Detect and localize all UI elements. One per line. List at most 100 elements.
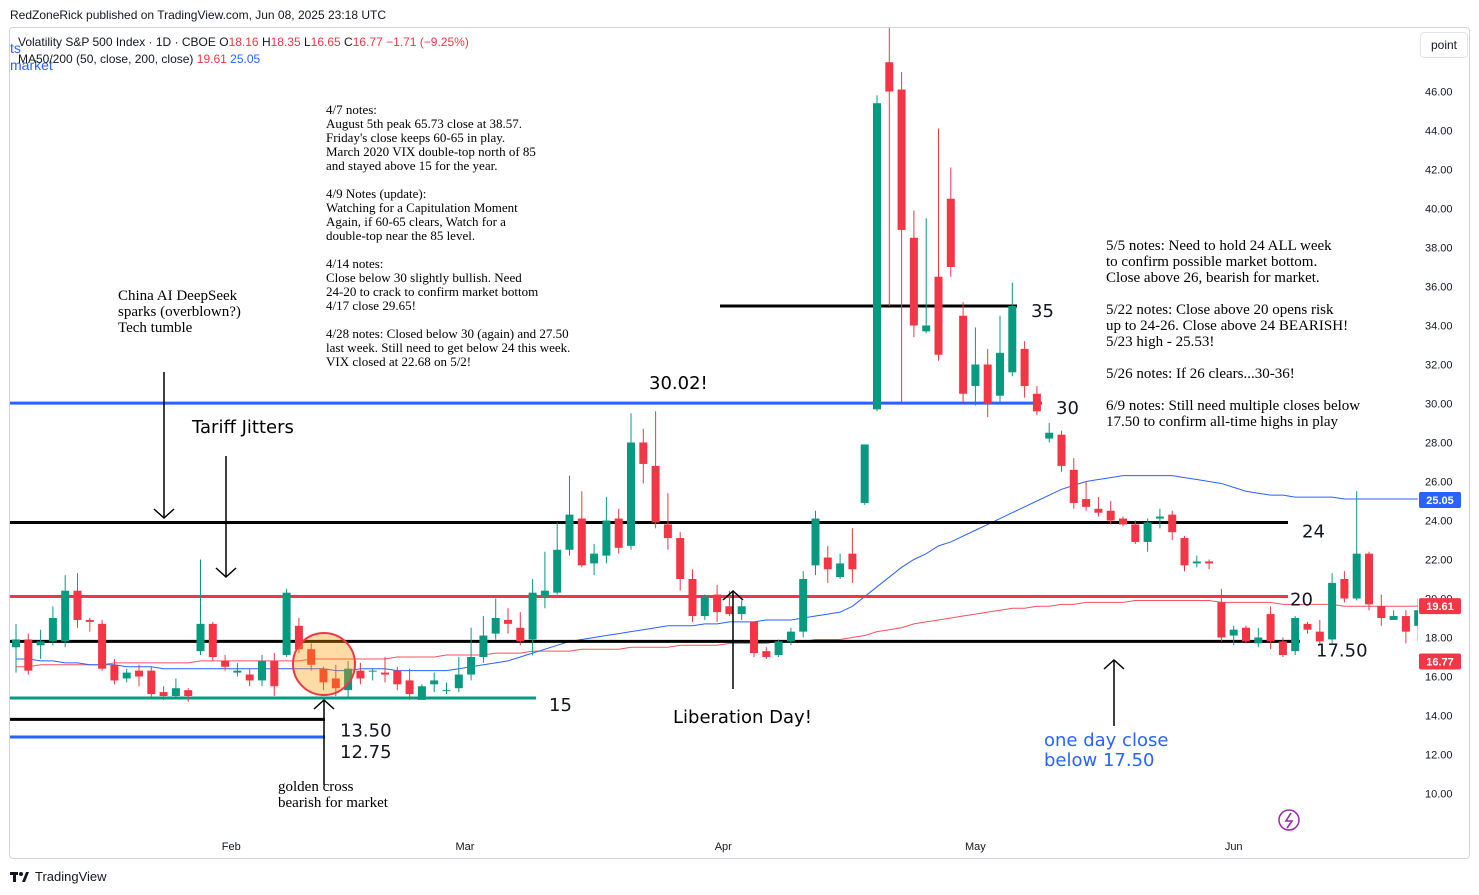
candle-body-114 xyxy=(1414,610,1418,626)
y-tick-label-15: 40.00 xyxy=(1425,204,1453,216)
y-tick-label-8: 26.00 xyxy=(1425,477,1453,489)
notes-may-line-5: up to 24-26. Close above 24 BEARISH! xyxy=(1106,318,1348,334)
candle-body-105 xyxy=(1303,623,1312,630)
candle-body-70 xyxy=(873,103,881,410)
candle-body-47 xyxy=(590,553,599,564)
candle-body-23 xyxy=(294,625,303,650)
notes-may-line-2: Close above 26, bearish for market. xyxy=(1106,270,1320,286)
candle-body-50 xyxy=(627,442,635,546)
one-day-close-note-line-0: one day close xyxy=(1044,730,1168,751)
liberation-note: Liberation Day! xyxy=(673,707,812,728)
y-tick-label-3: 16.00 xyxy=(1425,672,1453,684)
symbol-legend[interactable]: Volatility S&P 500 Index · 1D · CBOE O18… xyxy=(18,35,469,49)
candle-body-15 xyxy=(196,623,205,652)
golden-cross-circle xyxy=(292,632,356,696)
candle-body-113 xyxy=(1401,616,1410,632)
notes-april-line-14: 4/17 close 29.65! xyxy=(326,298,416,313)
notes-april-line-18: VIX closed at 22.68 on 5/2! xyxy=(326,354,471,369)
peak-note: 30.02! xyxy=(649,373,708,394)
y-tick-label-9: 28.00 xyxy=(1425,438,1453,450)
candle-body-58 xyxy=(725,606,734,615)
candle-body-77 xyxy=(959,315,968,394)
candle-body-64 xyxy=(799,579,808,632)
candle-body-31 xyxy=(393,670,402,685)
candle-body-1 xyxy=(24,639,33,671)
x-tick-label-3: May xyxy=(965,841,986,853)
level-label-1: 30 xyxy=(1056,398,1079,419)
candle-body-62 xyxy=(774,641,783,656)
candle-body-90 xyxy=(1119,518,1127,525)
price-scale-mode-button[interactable]: point xyxy=(1420,32,1468,58)
candle-body-6 xyxy=(85,619,94,622)
candle-body-48 xyxy=(602,520,611,556)
x-tick-label-2: Apr xyxy=(715,841,732,853)
notes-may-line-1: to confirm possible market bottom. xyxy=(1106,254,1317,270)
candle-body-43 xyxy=(540,590,549,597)
deepseek-note-line-0: China AI DeepSeek xyxy=(118,288,238,304)
ma-legend[interactable]: MA50/200 (50, close, 200, close) 19.61 2… xyxy=(18,52,260,66)
candle-body-27 xyxy=(344,668,353,691)
candle-body-118 xyxy=(1463,641,1471,645)
candle-body-94 xyxy=(1168,514,1177,533)
candle-body-80 xyxy=(996,352,1004,396)
candle-body-99 xyxy=(1229,629,1238,636)
candle-body-78 xyxy=(971,364,980,386)
ma-slow-price-tag: 25.05 xyxy=(1426,495,1454,507)
candle-body-71 xyxy=(885,62,894,92)
ma-label: MA50/200 (50, close, 200, close) xyxy=(18,52,194,66)
candle-body-100 xyxy=(1242,627,1250,642)
notes-april-line-11: 4/14 notes: xyxy=(326,256,383,271)
candle-body-86 xyxy=(1069,469,1078,503)
candle-body-68 xyxy=(848,553,857,570)
level-label-3: 20 xyxy=(1290,590,1313,611)
deepseek-note-line-1: sparks (overblown?) xyxy=(118,304,241,320)
candle-body-11 xyxy=(147,670,156,695)
ghost-line-2: market xyxy=(10,57,53,73)
notes-april-line-3: March 2020 VIX double-top north of 85 xyxy=(326,144,536,159)
candle-body-18 xyxy=(233,670,242,673)
candle-body-0 xyxy=(12,639,20,648)
candle-body-97 xyxy=(1205,561,1214,564)
candle-body-13 xyxy=(171,688,180,696)
candle-body-24 xyxy=(307,649,316,665)
candle-body-8 xyxy=(110,664,119,681)
y-tick-label-1: 12.00 xyxy=(1425,750,1453,762)
candle-body-95 xyxy=(1180,538,1189,566)
ma-slow-value: 25.05 xyxy=(230,52,261,66)
candle-body-2 xyxy=(36,641,45,646)
notes-may-line-8: 5/26 notes: If 26 clears...30-36! xyxy=(1106,366,1295,382)
candle-body-22 xyxy=(282,592,291,656)
candle-body-3 xyxy=(48,618,57,642)
notes-april-line-1: August 5th peak 65.73 close at 38.57. xyxy=(326,116,522,131)
x-tick-label-4: Jun xyxy=(1225,841,1243,853)
candle-body-72 xyxy=(897,89,906,230)
candle-body-66 xyxy=(823,557,832,570)
notes-may-line-0: 5/5 notes: Need to hold 24 ALL week xyxy=(1106,238,1332,254)
liberation-arrow-head xyxy=(722,589,744,601)
ma50-line xyxy=(16,475,1418,672)
candle-body-53 xyxy=(663,524,672,539)
notes-april-line-16: 4/28 notes: Closed below 30 (again) and … xyxy=(326,326,569,341)
notes-april-line-6: 4/9 Notes (update): xyxy=(326,186,426,201)
y-tick-label-6: 22.00 xyxy=(1425,555,1453,567)
level-label-5: 15 xyxy=(549,695,572,716)
lightning-icon-ring xyxy=(1278,809,1300,831)
deepseek-arrow-head xyxy=(153,508,175,520)
candle-body-74 xyxy=(922,325,931,332)
candle-body-101 xyxy=(1254,637,1263,644)
candle-body-108 xyxy=(1340,579,1349,599)
y-tick-label-11: 32.00 xyxy=(1425,360,1453,372)
ghost-line-1: ts xyxy=(10,40,21,56)
notes-april-line-4: and stayed above 15 for the year. xyxy=(326,158,497,173)
candle-body-56 xyxy=(700,596,709,617)
x-tick-label-1: Mar xyxy=(455,841,474,853)
level-label-4: 17.50 xyxy=(1316,640,1368,661)
notes-april-line-7: Watching for a Capitulation Moment xyxy=(326,200,518,215)
candle-body-54 xyxy=(676,538,685,579)
candle-body-19 xyxy=(245,674,254,681)
candle-body-45 xyxy=(565,514,574,550)
candle-body-83 xyxy=(1032,393,1041,412)
footer-brand[interactable]: TradingView xyxy=(10,869,107,884)
candle-body-46 xyxy=(577,518,586,566)
